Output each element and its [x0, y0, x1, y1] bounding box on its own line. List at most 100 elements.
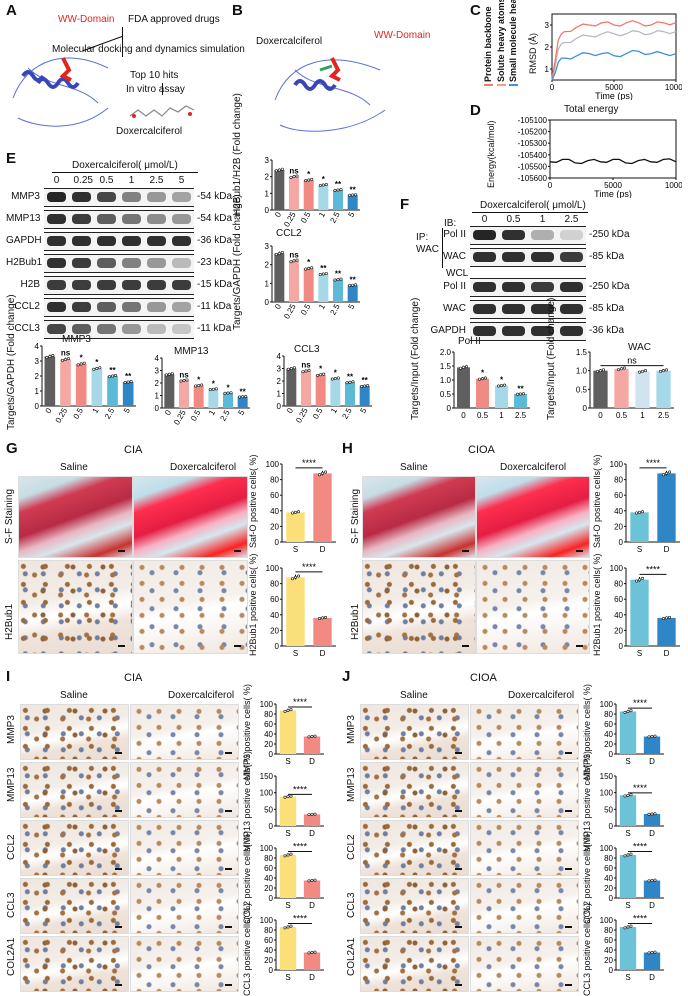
ihc-doxer-image [130, 762, 239, 818]
g-h2bub1-bar-chart: 0 20 40 60 80 100 S D **** [266, 562, 336, 658]
data-point [336, 278, 340, 282]
bar [60, 359, 71, 406]
y-tick-label: 1.0 [576, 367, 588, 376]
blot-band [531, 252, 554, 262]
scale-bar [118, 550, 125, 552]
ihc-row-label: COL2A1 [346, 937, 357, 976]
significance-mark: **** [633, 914, 648, 924]
data-point [283, 854, 287, 858]
protein-structure-b [274, 57, 386, 132]
blot-band [502, 326, 525, 336]
data-point [634, 579, 638, 583]
data-point [283, 926, 287, 930]
data-point [483, 376, 487, 380]
data-point [598, 369, 602, 373]
x-tick-label: 5 [346, 302, 356, 311]
bar [44, 356, 56, 406]
y-tick-label: 40 [270, 611, 279, 620]
y-tick-label: 80 [604, 710, 613, 719]
blot-band [560, 230, 583, 240]
data-point [223, 391, 227, 395]
data-point [650, 950, 654, 954]
bar [476, 378, 489, 408]
panel-label-a: A [6, 2, 17, 19]
data-point [310, 266, 314, 270]
blot-band [72, 324, 91, 334]
blot-band [172, 214, 191, 224]
d-ylabel: Energy(kcal/mol) [486, 120, 496, 188]
y-tick-label: 40 [264, 730, 273, 739]
kda-label: -250 kDa [589, 281, 630, 292]
data-point [179, 379, 183, 383]
h-h2bub1-bar-chart: 0 20 40 60 80 100 S D **** [610, 564, 680, 658]
data-point [274, 169, 278, 173]
y-tick-label: 0 [155, 404, 160, 413]
blot-band [97, 236, 116, 246]
data-point [320, 616, 324, 620]
data-point [653, 950, 657, 954]
y-tick-label: 2 [277, 377, 282, 386]
y-tick-label: 1 [265, 279, 270, 288]
y-tick-label: 40 [264, 946, 273, 955]
x-tick-label: S [625, 901, 630, 910]
kda-label: -23 kDa [197, 257, 233, 268]
y-tick-label: 0 [619, 642, 624, 651]
y-tick-label: -105300 [518, 139, 548, 148]
data-point [289, 924, 293, 928]
ihc-chart-ylabel: CCL3 positive cells( %) [582, 902, 592, 996]
data-point [317, 616, 321, 620]
x-tick-label: S [625, 757, 630, 766]
y-tick-label: 2 [155, 379, 160, 388]
data-point [307, 735, 311, 739]
f-ip-label: IP: [416, 232, 429, 243]
series-line [549, 158, 677, 165]
data-point [304, 369, 308, 373]
polii-bar-chart: 0 0.5 1.0 1.5 2.0 0 0.5 * 1 * 2.5 ** [440, 348, 530, 420]
x-tick-label: D [320, 649, 326, 658]
x-tick-label: 5 [236, 408, 246, 417]
data-point [182, 378, 186, 382]
data-point [324, 470, 328, 474]
data-point [500, 384, 504, 388]
x-tick-label: 0 [285, 406, 295, 415]
blot-band [47, 236, 66, 246]
ww-domain-label-b: WW-Domain [374, 30, 431, 41]
series-line [551, 49, 677, 81]
y-tick-label: 0 [269, 822, 274, 831]
data-point [351, 283, 355, 287]
blot-band [473, 230, 496, 240]
bar [286, 368, 297, 406]
scale-bar [115, 926, 122, 928]
data-point [296, 574, 300, 578]
blot-band [172, 258, 191, 268]
blot-band [473, 304, 496, 314]
y-tick-label: 100 [600, 916, 614, 925]
data-point [336, 376, 340, 380]
dose-label: 0 [481, 214, 488, 225]
blot-row-label: GAPDH [6, 235, 42, 246]
bar [643, 952, 661, 970]
significance-mark: ns [289, 166, 299, 175]
ihc-row-label: MMP13 [6, 767, 17, 802]
data-point [647, 735, 651, 739]
ihc-row-label: CCL2 [346, 834, 357, 860]
data-point [226, 391, 230, 395]
data-point [280, 167, 284, 171]
y-tick-label: 0 [277, 402, 282, 411]
x-tick-label: S [625, 829, 630, 838]
significance-mark: ** [109, 366, 116, 375]
top10-label: Top 10 hits [130, 70, 179, 81]
data-point [48, 354, 52, 358]
data-point [293, 510, 297, 514]
data-point [668, 470, 672, 474]
y-tick-label: 100 [600, 789, 614, 798]
panel-label-c: C [470, 2, 481, 19]
blot-band [531, 304, 554, 314]
blot-band [72, 258, 91, 268]
scale-bar [225, 984, 232, 986]
significance-mark: ** [362, 376, 369, 385]
significance-mark: ** [347, 372, 354, 381]
ihc-saline-image [20, 878, 129, 934]
blot-row-label: MMP3 [11, 191, 40, 202]
